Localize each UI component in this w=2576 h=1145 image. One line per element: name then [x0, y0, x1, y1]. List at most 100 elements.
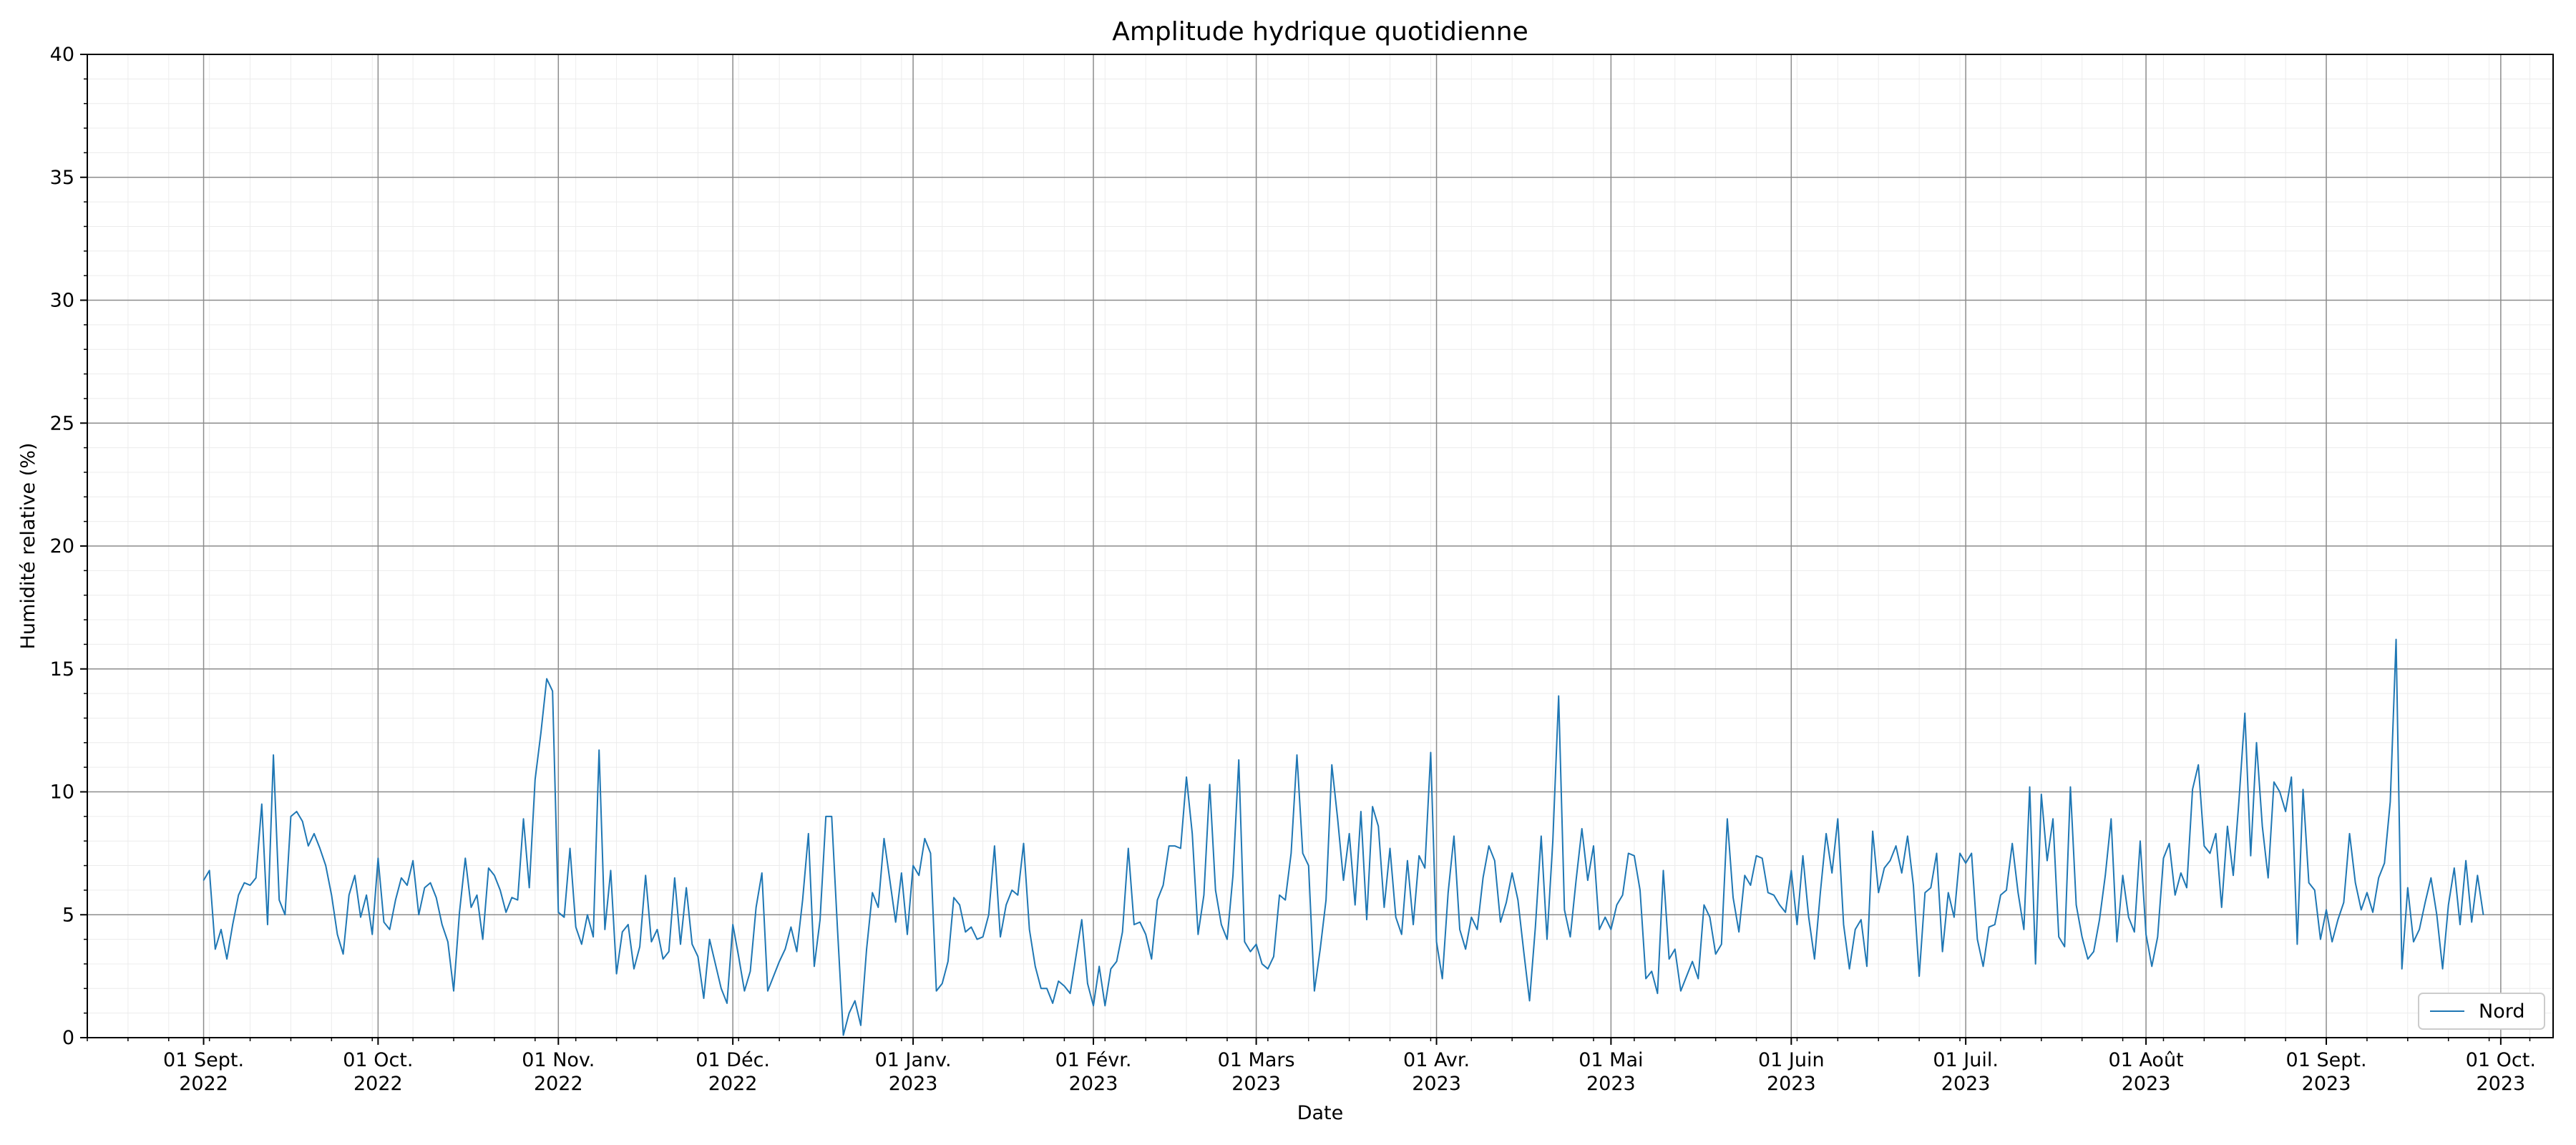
y-tick-label: 40	[50, 44, 74, 66]
data-point	[2331, 941, 2333, 942]
data-point	[1197, 934, 1199, 935]
data-point	[1226, 939, 1228, 940]
data-point	[482, 939, 484, 940]
data-point	[2104, 874, 2106, 876]
data-point	[2215, 833, 2217, 834]
data-point	[203, 880, 205, 881]
data-point	[1732, 897, 1734, 898]
data-point	[1058, 980, 1059, 982]
data-point	[767, 990, 769, 992]
data-point	[709, 939, 711, 940]
data-point	[226, 958, 228, 960]
data-point	[2348, 833, 2351, 834]
x-tick-label-year: 2023	[1586, 1073, 1636, 1095]
y-axis-label: Humidité relative (%)	[17, 443, 39, 650]
data-point	[1848, 968, 1850, 970]
data-point	[2162, 857, 2165, 859]
x-tick-label: 01 Août	[2109, 1049, 2184, 1071]
data-point	[1680, 990, 1682, 992]
data-point	[1721, 943, 1722, 945]
data-point	[1767, 892, 1769, 893]
data-point	[743, 990, 745, 992]
data-point	[1907, 835, 1908, 837]
data-point	[1657, 993, 1658, 994]
data-point	[2168, 843, 2170, 844]
legend-box	[2418, 993, 2545, 1030]
x-tick-label: 01 Juin	[1758, 1049, 1825, 1071]
data-point	[1755, 855, 1757, 857]
data-point	[2145, 934, 2147, 935]
data-point	[633, 968, 635, 970]
data-point	[2308, 882, 2310, 884]
x-tick-label: 01 Sept.	[163, 1049, 244, 1071]
data-point	[2407, 887, 2409, 889]
x-tick-label: 01 Oct.	[2466, 1049, 2536, 1071]
data-point	[1494, 860, 1496, 862]
data-point	[1244, 941, 1245, 942]
data-point	[1476, 929, 1478, 930]
data-point	[2069, 786, 2072, 788]
x-tick-label-year: 2022	[179, 1073, 228, 1095]
data-point	[1267, 968, 1269, 970]
data-point	[1790, 869, 1792, 872]
data-point	[2262, 825, 2263, 827]
legend-label-nord: Nord	[2479, 1000, 2524, 1023]
data-point	[488, 867, 489, 869]
data-point	[1308, 864, 1309, 867]
data-point	[2384, 862, 2385, 864]
data-point	[2017, 892, 2019, 893]
data-point	[2203, 845, 2205, 847]
data-point	[529, 887, 530, 889]
data-point	[686, 887, 687, 889]
data-point	[1628, 852, 1629, 854]
data-point	[2273, 781, 2275, 783]
data-point	[1674, 948, 1676, 950]
data-point	[2366, 892, 2368, 893]
data-point	[645, 874, 646, 876]
y-tick-label: 20	[50, 535, 74, 557]
data-point	[947, 960, 949, 963]
data-point	[1104, 1005, 1106, 1006]
data-point	[302, 821, 303, 822]
data-point	[1459, 929, 1460, 930]
data-point	[1029, 929, 1030, 930]
series-points	[203, 638, 2484, 1036]
data-point	[1866, 965, 1868, 967]
x-axis-label: Date	[1297, 1102, 1344, 1124]
x-tick-label: 01 Déc.	[696, 1049, 770, 1071]
y-tick-label: 35	[50, 167, 74, 189]
x-tick-label-year: 2023	[2122, 1073, 2171, 1095]
data-point	[1546, 939, 1548, 940]
x-tick-label-year: 2023	[889, 1073, 938, 1095]
y-tick-label: 10	[50, 781, 74, 804]
data-point	[1232, 874, 1234, 876]
data-point	[598, 749, 600, 751]
data-point	[1075, 956, 1077, 958]
data-point	[1133, 924, 1135, 925]
data-point	[994, 845, 995, 847]
x-tick-label: 01 Mars	[1218, 1049, 1295, 1071]
data-point	[1180, 847, 1181, 849]
data-point	[1290, 852, 1292, 854]
data-point	[1901, 872, 1903, 874]
data-point	[2290, 776, 2292, 778]
x-tick-label: 01 Avr.	[1403, 1049, 1470, 1071]
data-point	[1442, 978, 1443, 980]
data-point	[2255, 742, 2258, 744]
data-point	[610, 869, 612, 872]
data-point	[796, 951, 798, 952]
data-point	[1063, 985, 1065, 987]
data-point	[738, 956, 739, 958]
data-point	[2465, 860, 2467, 862]
data-point	[2250, 855, 2251, 857]
data-point	[1191, 833, 1193, 834]
data-point	[1418, 855, 1420, 857]
data-point	[2035, 963, 2036, 965]
data-point	[842, 1034, 844, 1036]
data-point	[773, 975, 774, 977]
data-point	[1662, 869, 1664, 872]
data-point	[1587, 880, 1589, 881]
data-point	[453, 990, 454, 992]
data-point	[2029, 786, 2031, 788]
